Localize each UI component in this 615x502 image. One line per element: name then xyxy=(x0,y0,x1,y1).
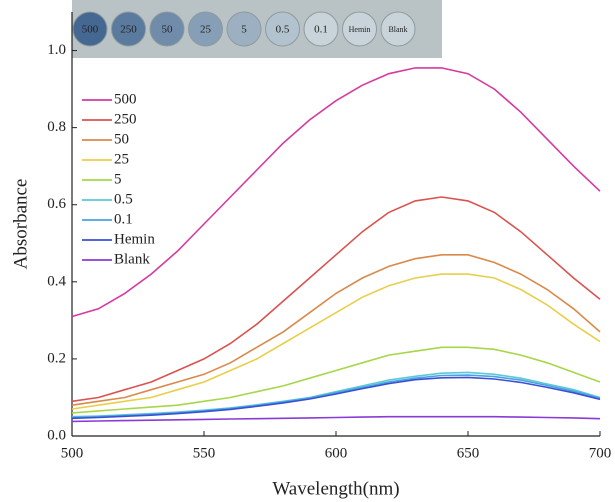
legend-label: 25 xyxy=(114,151,129,167)
well xyxy=(380,11,416,47)
well xyxy=(111,11,146,47)
series-line xyxy=(71,196,601,403)
x-tick-label: 600 xyxy=(325,445,348,461)
inset-photo: 500 250 50 25 5 0.5 0.1 Hemin Blank xyxy=(72,0,442,58)
y-tick-label: 0.4 xyxy=(47,273,66,289)
well-label: 500 xyxy=(82,24,99,36)
series-line xyxy=(71,376,601,420)
y-tick-label: 0.6 xyxy=(47,196,66,212)
well xyxy=(265,11,300,47)
well-label: 5 xyxy=(241,24,247,36)
well-label: Blank xyxy=(388,25,407,34)
well-label: 50 xyxy=(162,24,174,36)
x-tick-label: 550 xyxy=(193,445,216,461)
well-label: 0.1 xyxy=(314,24,328,36)
well xyxy=(342,11,377,47)
legend-label: Blank xyxy=(114,251,150,267)
series-line xyxy=(71,346,601,414)
y-tick-label: 0.2 xyxy=(47,350,66,366)
well xyxy=(226,11,262,47)
x-tick-label: 500 xyxy=(61,445,84,461)
series-line xyxy=(71,415,601,423)
well-label: 0.5 xyxy=(276,24,290,36)
x-axis-label: Wavelength(nm) xyxy=(272,478,399,499)
y-tick-label: 0.0 xyxy=(47,427,66,443)
legend-label: 5 xyxy=(114,171,122,187)
well xyxy=(72,11,108,47)
x-tick-label: 650 xyxy=(457,445,480,461)
legend-label: Hemin xyxy=(114,231,155,247)
well-label: 250 xyxy=(120,24,137,36)
well-label: 25 xyxy=(200,24,212,36)
legend-label: 0.5 xyxy=(114,191,133,207)
series-line xyxy=(71,254,601,406)
well xyxy=(149,11,185,47)
legend-label: 50 xyxy=(114,131,129,147)
well-label: Hemin xyxy=(349,25,371,34)
y-tick-label: 0.8 xyxy=(47,119,66,135)
y-axis-label: Absorbance xyxy=(10,179,31,270)
y-tick-label: 1.0 xyxy=(47,42,66,58)
legend-label: 500 xyxy=(114,91,137,107)
well xyxy=(303,11,339,47)
legend-label: 0.1 xyxy=(114,211,133,227)
series-line xyxy=(71,273,601,410)
well xyxy=(188,11,223,47)
x-tick-label: 700 xyxy=(589,445,612,461)
legend-label: 250 xyxy=(114,111,137,127)
series-line xyxy=(71,67,601,318)
